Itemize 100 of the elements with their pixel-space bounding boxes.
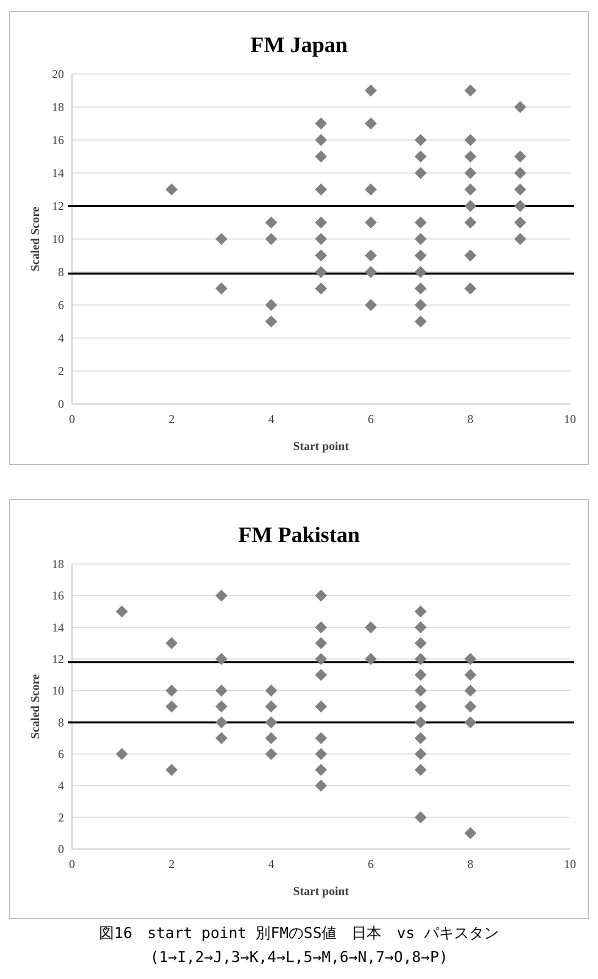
y-axis-title: Scaled Score xyxy=(28,673,42,739)
y-tick-label: 10 xyxy=(52,684,64,698)
y-tick-label: 8 xyxy=(58,265,64,279)
point xyxy=(464,250,476,262)
x-tick-label: 6 xyxy=(368,857,374,871)
y-tick-label: 14 xyxy=(52,620,64,634)
y-tick-label: 12 xyxy=(52,199,64,213)
y-tick-label: 16 xyxy=(52,588,64,603)
x-axis-title: Start point xyxy=(293,439,349,453)
point xyxy=(414,316,427,328)
caption: 図16 start point 別FMのSS値 日本 vs パキスタン xyxy=(98,924,500,943)
point xyxy=(414,150,427,162)
text: (1→I,2→J,3→K,4→L,5→M,6→N,7→O,8→P) xyxy=(148,948,449,966)
y-tick-label: 14 xyxy=(52,166,64,180)
point xyxy=(464,282,476,294)
point xyxy=(265,716,278,728)
point xyxy=(364,653,377,665)
point xyxy=(414,637,427,650)
point xyxy=(116,606,128,618)
point xyxy=(464,84,476,96)
point xyxy=(414,216,427,228)
point xyxy=(514,184,526,196)
point xyxy=(364,184,377,196)
point xyxy=(265,299,278,311)
point xyxy=(414,653,427,665)
point xyxy=(166,684,178,697)
point xyxy=(464,150,476,162)
x-tick-label: 0 xyxy=(69,412,75,426)
point xyxy=(464,184,476,196)
point xyxy=(464,700,476,712)
point xyxy=(414,716,427,728)
y-tick-label: 6 xyxy=(58,298,64,312)
y-tick-label: 4 xyxy=(58,778,64,793)
point xyxy=(315,732,327,744)
point xyxy=(414,811,427,824)
point xyxy=(315,764,327,776)
x-tick-label: 6 xyxy=(368,412,374,426)
point xyxy=(215,590,228,602)
point xyxy=(414,134,427,146)
y-tick-label: 2 xyxy=(58,364,64,378)
point xyxy=(265,233,278,245)
point xyxy=(315,266,327,278)
point xyxy=(364,216,377,228)
point xyxy=(315,653,327,665)
point xyxy=(414,282,427,294)
point xyxy=(315,216,327,228)
point xyxy=(464,200,476,212)
point xyxy=(315,668,327,681)
point xyxy=(364,118,377,130)
point xyxy=(414,764,427,776)
point xyxy=(166,637,178,650)
point xyxy=(265,700,278,712)
chart-title: FM Pakistan xyxy=(238,522,360,547)
point xyxy=(414,266,427,278)
point xyxy=(514,216,526,228)
point xyxy=(464,167,476,179)
point xyxy=(514,167,526,179)
point xyxy=(364,84,377,96)
point xyxy=(514,233,526,245)
y-tick-label: 10 xyxy=(52,232,64,246)
point xyxy=(315,637,327,650)
point xyxy=(315,282,327,294)
x-tick-label: 2 xyxy=(168,412,175,426)
point xyxy=(414,700,427,712)
point xyxy=(414,299,427,311)
point xyxy=(414,684,427,697)
point xyxy=(514,150,526,162)
point xyxy=(215,716,228,728)
point xyxy=(265,216,278,228)
x-tick-label: 8 xyxy=(467,857,474,871)
point xyxy=(464,216,476,228)
x-tick-label: 0 xyxy=(69,857,75,871)
x-tick-label: 10 xyxy=(564,412,576,426)
point xyxy=(315,780,327,792)
point xyxy=(414,748,427,760)
point xyxy=(265,748,278,760)
y-tick-label: 20 xyxy=(52,67,64,81)
y-tick-label: 6 xyxy=(58,747,64,761)
y-tick-label: 4 xyxy=(58,331,64,345)
y-tick-label: 8 xyxy=(58,715,64,730)
point xyxy=(315,118,327,130)
point xyxy=(315,621,327,634)
point xyxy=(315,184,327,196)
point xyxy=(166,764,178,776)
point xyxy=(315,250,327,262)
y-tick-label: 2 xyxy=(58,810,64,824)
y-tick-label: 0 xyxy=(58,842,64,856)
point xyxy=(116,748,128,760)
point xyxy=(166,184,178,196)
point xyxy=(315,590,327,602)
point xyxy=(315,150,327,162)
point xyxy=(265,732,278,744)
point xyxy=(265,684,278,697)
point xyxy=(215,282,228,294)
point xyxy=(315,134,327,146)
point xyxy=(464,827,476,840)
point xyxy=(166,700,178,712)
point xyxy=(364,266,377,278)
point xyxy=(464,668,476,681)
point xyxy=(215,700,228,712)
